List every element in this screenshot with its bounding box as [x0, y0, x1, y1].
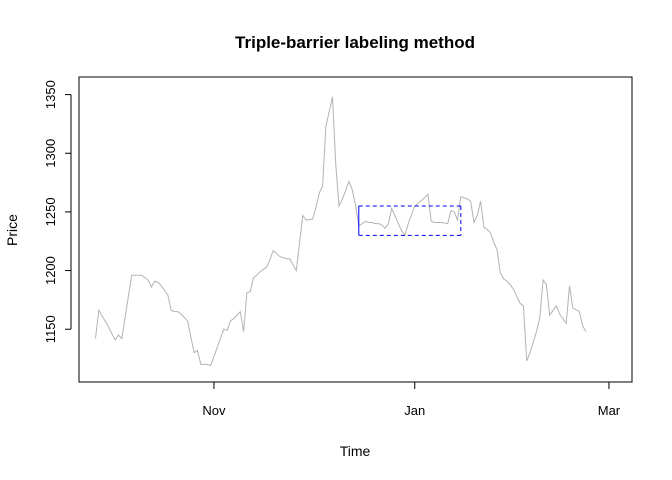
x-axis: Nov Jan Mar: [202, 381, 621, 418]
x-tick-label: Jan: [404, 403, 425, 418]
price-series-line: [95, 96, 587, 367]
series-layer: [95, 96, 587, 367]
x-tick-label: Nov: [202, 403, 226, 418]
y-tick-label: 1350: [43, 80, 58, 109]
y-tick-label: 1150: [43, 315, 58, 343]
x-tick-label: Mar: [598, 403, 621, 418]
y-tick-label: 1200: [43, 256, 58, 285]
barrier-box: [358, 205, 462, 236]
chart-title: Triple-barrier labeling method: [235, 33, 475, 52]
x-axis-label: Time: [340, 443, 371, 459]
plot-frame: [78, 76, 633, 383]
y-tick-label: 1300: [43, 139, 58, 168]
y-axis: 1150 1200 1250 1300 1350: [43, 80, 72, 343]
y-axis-label: Price: [4, 214, 20, 246]
y-tick-label: 1250: [43, 197, 58, 226]
